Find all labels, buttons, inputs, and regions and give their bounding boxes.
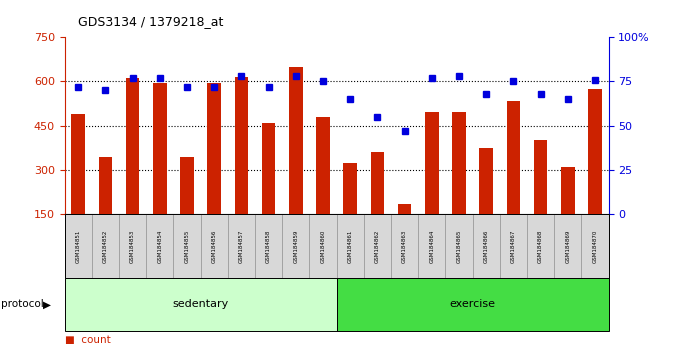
Text: exercise: exercise <box>449 299 496 309</box>
Text: ▶: ▶ <box>43 299 51 309</box>
Text: GSM184865: GSM184865 <box>456 229 462 263</box>
Bar <box>554 214 581 278</box>
Text: GSM184860: GSM184860 <box>320 229 326 263</box>
Bar <box>371 152 384 214</box>
Bar <box>255 214 282 278</box>
Bar <box>92 214 119 278</box>
Bar <box>500 214 527 278</box>
Bar <box>207 83 221 214</box>
Bar <box>71 114 85 214</box>
Bar <box>588 89 602 214</box>
Bar <box>65 214 92 278</box>
Text: GSM184851: GSM184851 <box>75 229 81 263</box>
Bar <box>364 214 391 278</box>
Bar <box>316 117 330 214</box>
Bar <box>473 214 500 278</box>
Bar <box>173 214 201 278</box>
Bar <box>527 214 554 278</box>
Bar <box>99 156 112 214</box>
Bar <box>119 214 146 278</box>
Bar <box>507 101 520 214</box>
Bar <box>235 77 248 214</box>
Text: GSM184855: GSM184855 <box>184 229 190 263</box>
Bar <box>180 156 194 214</box>
Bar <box>343 162 357 214</box>
Text: GSM184864: GSM184864 <box>429 229 435 263</box>
Bar <box>262 123 275 214</box>
Text: GSM184862: GSM184862 <box>375 229 380 263</box>
Text: sedentary: sedentary <box>173 299 228 309</box>
Text: GSM184854: GSM184854 <box>157 229 163 263</box>
Text: GSM184870: GSM184870 <box>592 229 598 263</box>
Text: GSM184857: GSM184857 <box>239 229 244 263</box>
Bar <box>289 67 303 214</box>
Bar <box>337 214 364 278</box>
Text: GDS3134 / 1379218_at: GDS3134 / 1379218_at <box>78 15 224 28</box>
Bar <box>337 278 609 331</box>
Text: ■  count: ■ count <box>65 335 110 344</box>
Bar <box>418 214 445 278</box>
Text: GSM184852: GSM184852 <box>103 229 108 263</box>
Bar <box>309 214 337 278</box>
Bar <box>452 113 466 214</box>
Text: GSM184856: GSM184856 <box>211 229 217 263</box>
Bar <box>201 214 228 278</box>
Bar <box>282 214 309 278</box>
Bar <box>65 278 337 331</box>
Bar <box>561 167 575 214</box>
Text: GSM184861: GSM184861 <box>347 229 353 263</box>
Bar <box>391 214 418 278</box>
Bar <box>146 214 173 278</box>
Bar <box>534 141 547 214</box>
Text: GSM184869: GSM184869 <box>565 229 571 263</box>
Bar <box>479 148 493 214</box>
Bar <box>581 214 609 278</box>
Text: protocol: protocol <box>1 299 44 309</box>
Text: GSM184858: GSM184858 <box>266 229 271 263</box>
Bar <box>153 83 167 214</box>
Text: GSM184859: GSM184859 <box>293 229 299 263</box>
Text: GSM184863: GSM184863 <box>402 229 407 263</box>
Bar <box>126 79 139 214</box>
Text: GSM184868: GSM184868 <box>538 229 543 263</box>
Bar <box>228 214 255 278</box>
Text: GSM184853: GSM184853 <box>130 229 135 263</box>
Bar <box>398 204 411 214</box>
Text: GSM184866: GSM184866 <box>483 229 489 263</box>
Bar <box>445 214 473 278</box>
Text: GSM184867: GSM184867 <box>511 229 516 263</box>
Bar <box>425 113 439 214</box>
